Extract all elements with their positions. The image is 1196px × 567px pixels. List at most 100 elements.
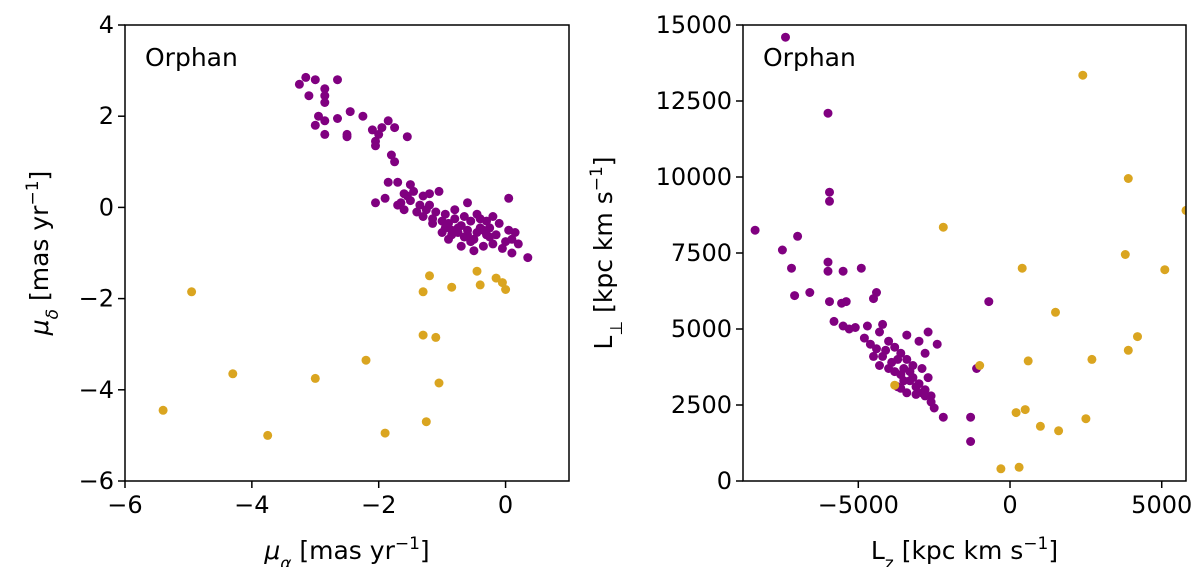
point-members [466, 216, 476, 226]
point-members [926, 391, 936, 401]
point-nonmembers [1133, 332, 1142, 342]
point-members [875, 361, 884, 370]
point-nonmembers [1051, 307, 1060, 317]
point-members [805, 288, 815, 297]
point-members [383, 116, 393, 126]
point-members [911, 389, 921, 399]
point-members [393, 177, 403, 187]
point-nonmembers [975, 361, 985, 370]
point-members [966, 412, 976, 422]
x-tick-label: 0 [1002, 491, 1017, 519]
y-tick-label: −2 [79, 285, 114, 313]
panel-title: Orphan [763, 43, 856, 72]
point-members [856, 263, 866, 273]
point-members [459, 212, 469, 221]
point-nonmembers [996, 464, 1006, 474]
point-nonmembers [263, 430, 273, 440]
y-tick-label: 10000 [656, 163, 732, 191]
point-members [908, 373, 918, 383]
point-members [342, 129, 352, 139]
point-members [787, 263, 796, 273]
point-members [923, 373, 933, 383]
point-nonmembers [472, 266, 482, 276]
y-tick-label: 2 [99, 102, 114, 130]
y-tick-label: 2500 [671, 391, 732, 419]
point-nonmembers [1123, 345, 1133, 355]
point-nonmembers [1054, 426, 1064, 436]
point-members [777, 245, 787, 255]
point-nonmembers [1081, 414, 1091, 424]
point-nonmembers [501, 285, 511, 294]
point-members [478, 241, 488, 251]
point-members [390, 157, 400, 167]
point-nonmembers [361, 355, 371, 365]
point-nonmembers [1017, 263, 1027, 273]
point-members [850, 323, 860, 332]
point-members [425, 189, 434, 199]
point-nonmembers [158, 405, 168, 415]
point-members [409, 186, 419, 196]
point-members [872, 288, 881, 297]
point-nonmembers [1014, 462, 1024, 472]
y-tick-label: 5000 [671, 315, 732, 343]
point-nonmembers [475, 280, 485, 290]
point-nonmembers [938, 222, 948, 232]
point-members [862, 321, 872, 331]
point-members [838, 266, 848, 276]
point-members [523, 253, 533, 263]
point-members [504, 193, 514, 203]
point-members [333, 75, 342, 85]
point-members [890, 342, 900, 352]
point-nonmembers [425, 271, 434, 281]
point-members [920, 348, 930, 358]
point-members [466, 237, 476, 247]
point-members [456, 241, 466, 251]
point-members [914, 379, 924, 389]
point-members [966, 437, 976, 446]
point-nonmembers [431, 332, 441, 342]
y-axis-label: μδ [mas yr−1] [23, 171, 63, 337]
point-members [920, 385, 930, 395]
point-nonmembers [1120, 250, 1130, 259]
point-members [932, 339, 942, 349]
point-members [396, 198, 406, 208]
point-members [829, 316, 839, 326]
x-tick-label: −6 [107, 491, 142, 519]
y-tick-label: −6 [79, 467, 114, 495]
panel-title: Orphan [145, 43, 238, 72]
point-members [294, 79, 304, 89]
points-group [750, 32, 1186, 474]
point-members [914, 336, 924, 346]
point-nonmembers [418, 287, 428, 297]
y-tick-label: −4 [79, 376, 114, 404]
point-nonmembers [491, 273, 501, 283]
point-nonmembers [1181, 205, 1186, 215]
point-nonmembers [187, 287, 197, 297]
point-members [790, 291, 800, 301]
point-members [781, 32, 790, 42]
point-members [902, 354, 912, 364]
axes-frame [124, 24, 570, 482]
point-nonmembers [1087, 354, 1097, 364]
point-members [825, 196, 834, 206]
point-members [488, 212, 498, 221]
point-members [923, 327, 933, 337]
point-members [320, 98, 330, 107]
point-members [434, 186, 444, 196]
point-members [418, 212, 428, 221]
point-members [399, 205, 409, 215]
point-members [485, 232, 495, 242]
point-members [823, 266, 833, 276]
point-nonmembers [1078, 70, 1088, 80]
point-members [412, 207, 422, 217]
y-axis-label: L⊥ [kpc km s−1] [587, 156, 627, 349]
point-members [494, 218, 504, 228]
y-tick-label: 7500 [671, 239, 732, 267]
point-nonmembers [1011, 408, 1021, 418]
point-members [320, 84, 330, 94]
point-members [405, 196, 415, 206]
point-members [310, 75, 320, 85]
point-members [371, 141, 380, 151]
y-tick-label: 0 [717, 467, 732, 495]
